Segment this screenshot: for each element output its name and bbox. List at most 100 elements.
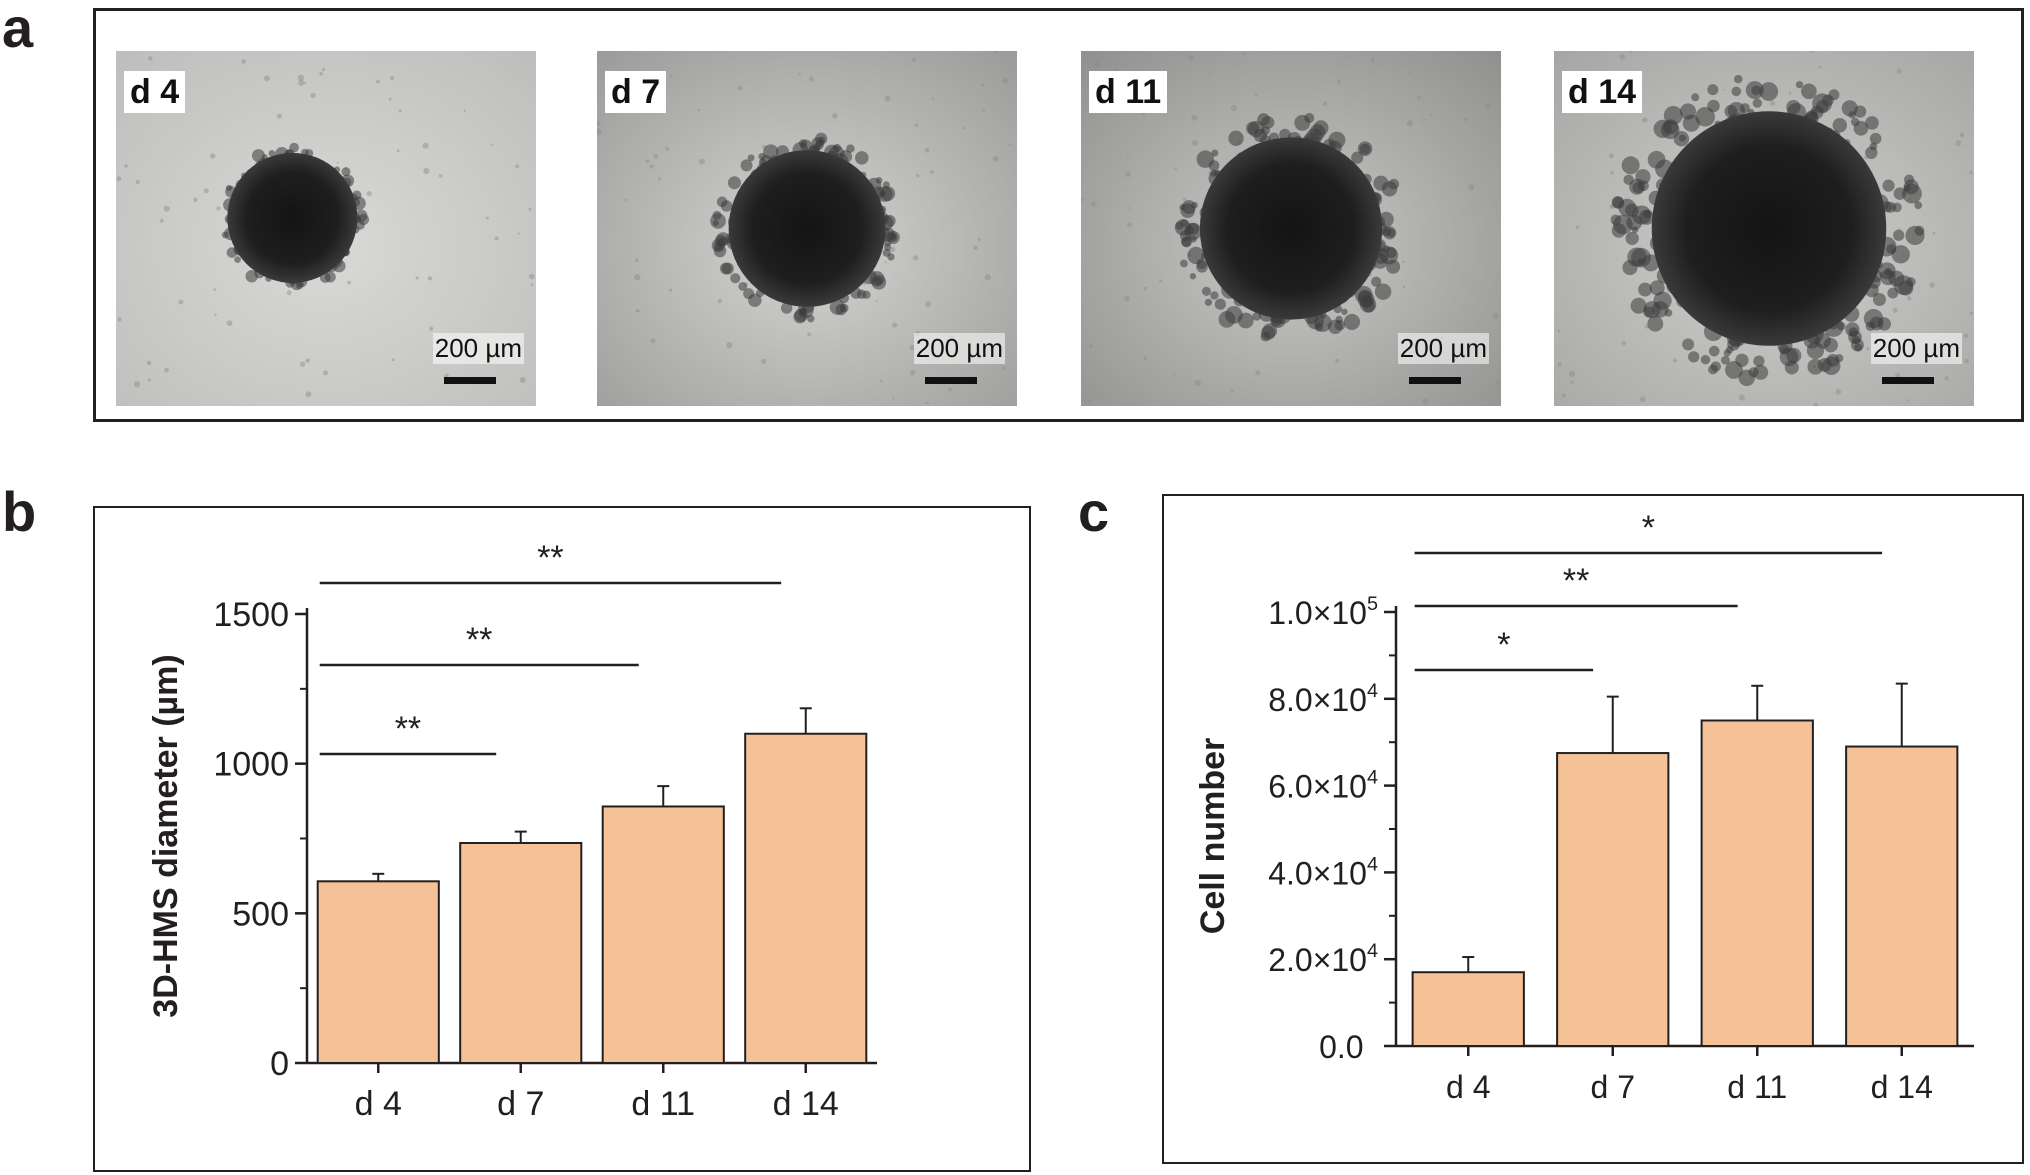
debris-speck [1561, 393, 1566, 398]
debris-speck [1968, 170, 1973, 175]
spheroid-cell [793, 310, 807, 324]
debris-speck [910, 370, 916, 376]
debris-speck [1570, 380, 1574, 384]
spheroid-core [728, 150, 886, 307]
y-tick-label: 0 [270, 1045, 289, 1083]
spheroid-cell [1905, 225, 1925, 246]
spheroid-cell [1731, 86, 1742, 97]
scale-bar [925, 377, 977, 384]
y-tick-label: 8.0×104 [1268, 680, 1378, 718]
spheroid-cell [1374, 283, 1392, 300]
debris-speck [650, 338, 656, 344]
debris-speck [310, 92, 316, 99]
spheroid-cell [1623, 174, 1634, 185]
spheroid-cell [1621, 156, 1640, 175]
debris-speck [994, 51, 998, 54]
x-tick-label: d 7 [497, 1085, 544, 1123]
chart-c-plot: 0.0 2.0×104 4.0×104 6.0×104 8.0×104 1.0×105 d … [1194, 509, 1974, 1105]
debris-speck [1557, 329, 1561, 333]
micrograph-d4-image [116, 51, 536, 406]
debris-speck [1254, 93, 1258, 97]
debris-speck [1492, 312, 1499, 319]
spheroid-cell [883, 214, 896, 227]
debris-speck [1897, 227, 1901, 231]
debris-speck [1932, 232, 1936, 235]
spheroid-cell [1187, 223, 1200, 235]
debris-speck [669, 288, 673, 292]
debris-speck [1182, 197, 1187, 202]
spheroid-cell [1261, 126, 1270, 136]
debris-speck [1866, 347, 1870, 351]
debris-speck [657, 177, 662, 181]
spheroid-cell [1649, 280, 1665, 296]
debris-speck [879, 379, 883, 383]
debris-speck [1407, 71, 1410, 74]
debris-speck [1964, 358, 1969, 364]
spheroid-cell [1189, 235, 1197, 243]
spheroid-cell [1635, 169, 1651, 185]
spheroid-cell [1181, 237, 1192, 248]
debris-speck [147, 378, 151, 382]
spheroid-cell [1823, 337, 1838, 353]
scale-bar [1882, 377, 1934, 384]
debris-speck [1194, 380, 1201, 387]
debris-speck [891, 322, 898, 328]
debris-speck [1174, 167, 1177, 171]
debris-speck [717, 298, 722, 304]
debris-speck [1002, 366, 1006, 370]
spheroid-cell [886, 230, 900, 245]
debris-speck [649, 164, 654, 169]
debris-speck [1230, 389, 1234, 393]
debris-speck [807, 332, 812, 337]
chart-b-plot: 0 500 1000 1500 d 4 d 7 d 11 d 14 3D-HMS diamete… [147, 539, 877, 1123]
significance-label: ** [395, 710, 421, 748]
debris-speck [1406, 120, 1414, 127]
spheroid-cell [1611, 195, 1624, 209]
debris-speck [1417, 96, 1421, 100]
spheroid-cell [1647, 315, 1664, 332]
debris-speck [1142, 112, 1146, 116]
debris-speck [926, 401, 929, 405]
x-tick-label: d 7 [1591, 1069, 1635, 1105]
debris-speck [148, 56, 153, 61]
debris-speck [429, 326, 434, 331]
debris-speck [530, 283, 534, 287]
x-tick-label: d 4 [355, 1085, 402, 1123]
significance-label: ** [1563, 562, 1589, 600]
debris-speck [209, 153, 216, 159]
spheroid-cell [1260, 331, 1271, 342]
spheroid-cell [1630, 297, 1647, 314]
debris-speck [299, 361, 306, 367]
spheroid-cell [1175, 221, 1184, 230]
spheroid-cell [1179, 204, 1186, 211]
bar-d7 [1556, 752, 1670, 1047]
spheroid-cell [1189, 273, 1197, 280]
spheroid-cell [245, 269, 258, 283]
spheroid-cell [1652, 301, 1669, 318]
debris-speck [737, 85, 743, 91]
debris-speck [305, 391, 312, 398]
spheroid-cell [289, 142, 299, 153]
debris-speck [884, 261, 887, 264]
spheroid-cell [712, 220, 719, 227]
debris-speck [276, 113, 282, 119]
spheroid-cell [1679, 103, 1697, 120]
spheroid-cell [1826, 353, 1840, 367]
debris-speck [438, 174, 443, 178]
debris-speck [178, 299, 184, 305]
debris-speck [645, 159, 650, 164]
debris-speck [1621, 341, 1627, 346]
spheroid-cell [1638, 282, 1653, 297]
scale-bar-label: 200 µm [913, 333, 1005, 364]
debris-speck [515, 164, 520, 169]
micrograph-d4: d 4 200 µm [116, 51, 536, 406]
debris-speck [1907, 399, 1910, 402]
y-tick-label: 1500 [213, 596, 289, 634]
debris-speck [517, 232, 521, 235]
bar-d11 [1700, 719, 1814, 1047]
spheroid-cell [747, 154, 755, 162]
spheroid-cell [1228, 130, 1244, 146]
debris-speck [875, 300, 878, 303]
debris-speck [1557, 362, 1562, 367]
spheroid-cell [780, 302, 793, 314]
